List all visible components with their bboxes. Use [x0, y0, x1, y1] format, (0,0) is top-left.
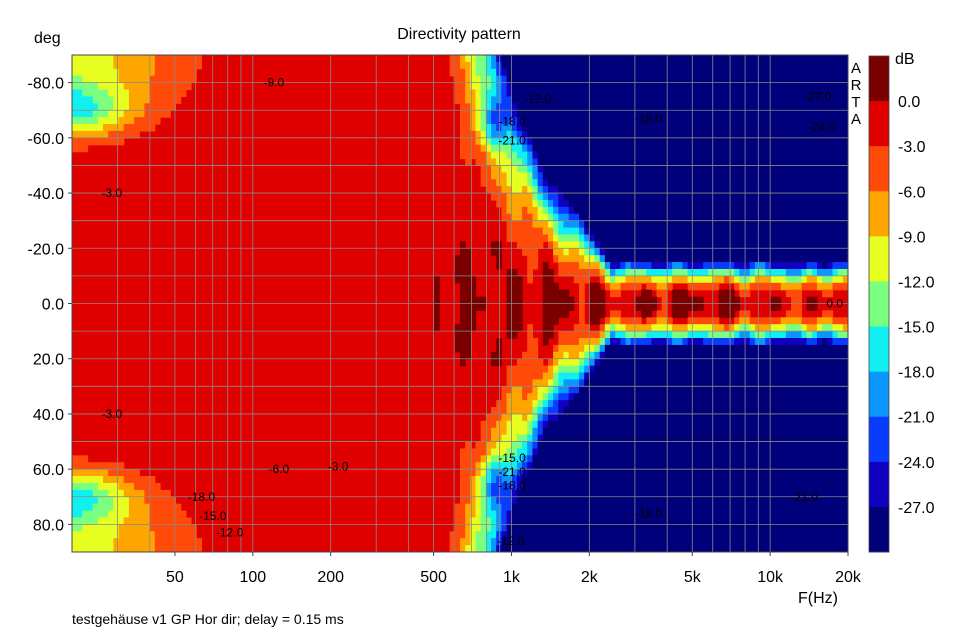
colorbar-segment — [869, 506, 889, 553]
colorbar-frame — [868, 55, 890, 553]
contour-label: -21.0 — [498, 134, 526, 148]
y-tick-label: 0.0 — [42, 297, 64, 314]
colorbar-segment — [869, 461, 889, 508]
x-tick-label: 10k — [757, 569, 784, 586]
contour-label: -12.0 — [497, 534, 525, 548]
colorbar-tick-label: 0.0 — [898, 94, 920, 111]
colorbar-tick-label: -12.0 — [898, 274, 935, 291]
chart-footer: testgehäuse v1 GP Hor dir; delay = 0.15 … — [72, 611, 344, 627]
watermark-letter: A — [851, 111, 861, 128]
colorbar-segment — [869, 101, 889, 147]
x-tick-label: 2k — [581, 569, 599, 586]
contour-label: -24.0 — [808, 120, 836, 134]
contour-label: -21.0 — [791, 490, 819, 504]
x-tick-label: 5k — [684, 569, 702, 586]
contour-label: -3.0 — [102, 407, 123, 421]
contour-label: -18.0 — [635, 112, 663, 126]
colorbar-tick-label: -21.0 — [898, 410, 935, 427]
y-axis-label: deg — [34, 30, 61, 47]
y-tick-label: 80.0 — [33, 517, 64, 534]
contour-label: -21.0 — [498, 465, 526, 479]
y-tick-label: -80.0 — [28, 76, 65, 93]
contour-label: -9.0 — [264, 76, 285, 90]
contour-label: -15.0 — [199, 509, 227, 523]
x-tick-label: 20k — [835, 569, 862, 586]
colorbar-segment — [869, 416, 889, 463]
watermark-letter: A — [851, 60, 861, 77]
colorbar-segment — [869, 371, 889, 418]
chart-title: Directivity pattern — [397, 26, 521, 43]
contour-label: 0.0 — [826, 297, 843, 311]
contour-label: -3.0 — [328, 459, 349, 473]
colorbar-segment — [869, 281, 889, 327]
colorbar-label: dB — [895, 51, 915, 68]
y-tick-label: -60.0 — [28, 131, 65, 148]
y-tick-label: 40.0 — [33, 407, 64, 424]
colorbar-tick-label: -24.0 — [898, 455, 935, 472]
x-tick-label: 1k — [503, 569, 521, 586]
contour-label: -18.0 — [188, 490, 216, 504]
x-axis-label: F(Hz) — [798, 590, 838, 607]
colorbar-tick-label: -18.0 — [898, 365, 935, 382]
x-tick-label: 500 — [420, 569, 447, 586]
contour-label: -18.0 — [498, 114, 526, 128]
colorbar-tick-label: -27.0 — [898, 500, 935, 517]
colorbar-segment — [869, 326, 889, 373]
colorbar-tick-label: -6.0 — [898, 184, 926, 201]
colorbar-tick-label: -3.0 — [898, 139, 926, 156]
colorbar-tick-label: -15.0 — [898, 320, 935, 337]
contour-label: -15.0 — [498, 451, 526, 465]
colorbar-tick-label: -9.0 — [898, 229, 926, 246]
x-tick-label: 50 — [166, 569, 184, 586]
contour-label: -3.0 — [102, 186, 123, 200]
contour-label: -18.0 — [498, 479, 526, 493]
colorbar-segment — [869, 191, 889, 237]
y-tick-label: 60.0 — [33, 462, 64, 479]
colorbar-segment — [869, 146, 889, 192]
contour-label: -18.0 — [635, 506, 663, 520]
contour-label: -12.0 — [524, 92, 552, 106]
watermark-letter: T — [851, 94, 860, 111]
colorbar-segment — [869, 236, 889, 282]
contour-label: -6.0 — [269, 462, 290, 476]
y-tick-label: -40.0 — [28, 186, 65, 203]
y-tick-label: 20.0 — [33, 352, 64, 369]
x-tick-label: 200 — [317, 569, 344, 586]
colorbar-segment — [869, 56, 889, 102]
x-tick-label: 100 — [239, 569, 266, 586]
y-tick-label: -20.0 — [28, 241, 65, 258]
contour-label: -12.0 — [216, 526, 244, 540]
watermark-letter: R — [851, 77, 862, 94]
contour-label: -27.0 — [804, 89, 832, 103]
